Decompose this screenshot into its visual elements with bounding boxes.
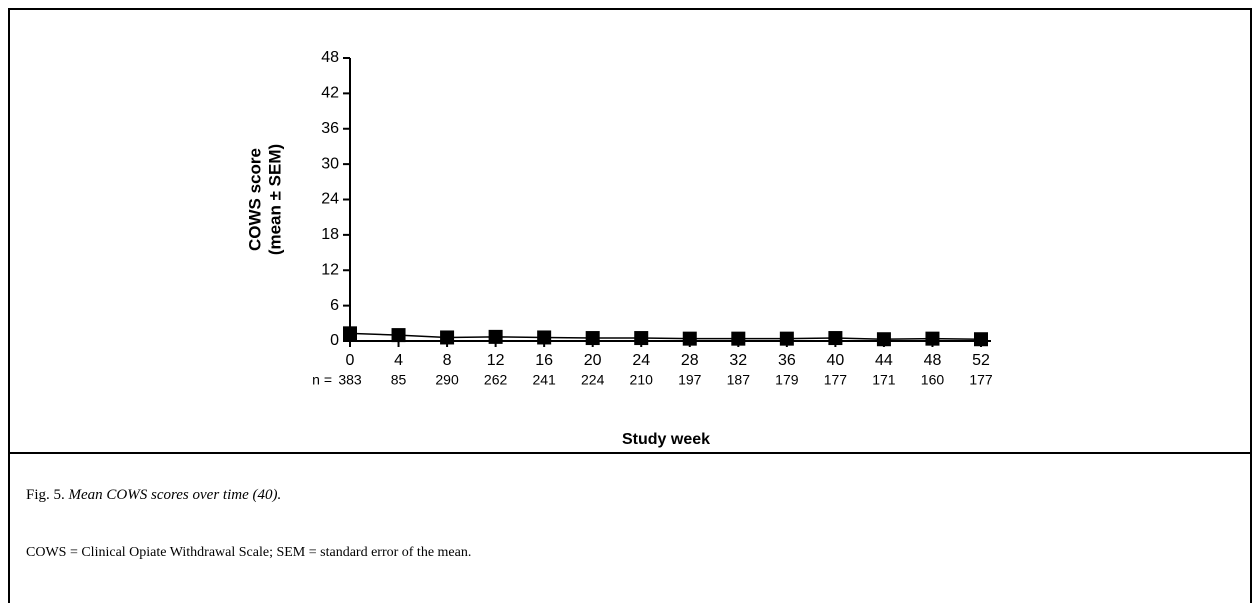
x-tick-label: 48 — [924, 352, 942, 369]
caption-title: Mean COWS scores over time (40). — [68, 487, 282, 503]
n-value: 187 — [727, 372, 751, 388]
marker — [488, 329, 503, 344]
y-axis-label: COWS score — [245, 148, 264, 251]
n-value: 210 — [630, 372, 654, 388]
y-axis-label: (mean ± SEM) — [265, 144, 284, 255]
y-tick-label: 36 — [321, 120, 339, 137]
x-tick-label: 12 — [487, 352, 505, 369]
x-tick-label: 20 — [584, 352, 602, 369]
n-value: 383 — [338, 372, 362, 388]
y-tick-label: 24 — [321, 191, 339, 208]
n-value: 179 — [775, 372, 799, 388]
marker — [634, 331, 649, 346]
x-tick-label: 44 — [875, 352, 893, 369]
marker — [440, 330, 455, 345]
n-value: 241 — [532, 372, 556, 388]
n-value: 85 — [391, 372, 407, 388]
marker — [974, 332, 988, 347]
marker — [925, 331, 940, 346]
x-tick-label: 28 — [681, 352, 699, 369]
n-label: n = — [312, 372, 332, 388]
x-tick-label: 40 — [826, 352, 844, 369]
x-tick-label: 24 — [632, 352, 650, 369]
series-line — [349, 332, 982, 340]
n-value: 262 — [484, 372, 508, 388]
x-tick-label: 36 — [778, 352, 796, 369]
marker — [876, 332, 891, 347]
n-value: 224 — [581, 372, 605, 388]
n-value: 171 — [872, 372, 896, 388]
x-tick-label: 4 — [394, 352, 403, 369]
y-tick-label: 30 — [321, 155, 339, 172]
n-value: 197 — [678, 372, 702, 388]
marker — [343, 326, 357, 341]
marker — [731, 331, 746, 346]
x-tick-label: 0 — [346, 352, 355, 369]
x-tick-label: 52 — [972, 352, 990, 369]
marker — [828, 331, 843, 346]
marker — [537, 330, 552, 345]
caption: Fig. 5. Mean COWS scores over time (40). — [26, 487, 281, 504]
n-value: 177 — [824, 372, 848, 388]
y-tick-label: 0 — [330, 332, 339, 349]
n-value: 290 — [435, 372, 459, 388]
x-tick-label: 16 — [535, 352, 553, 369]
marker — [779, 331, 794, 346]
footnote: COWS = Clinical Opiate Withdrawal Scale;… — [26, 545, 472, 560]
x-tick-label: 32 — [729, 352, 747, 369]
marker — [585, 331, 600, 346]
caption-label: Fig. 5. — [26, 487, 65, 503]
y-tick-label: 6 — [330, 297, 339, 314]
marker — [682, 331, 697, 346]
y-tick-label: 12 — [321, 261, 339, 278]
n-value: 160 — [921, 372, 945, 388]
marker — [391, 328, 406, 343]
x-tick-label: 8 — [443, 352, 452, 369]
y-tick-label: 48 — [321, 49, 339, 66]
figure-frame — [8, 8, 1252, 603]
y-tick-label: 18 — [321, 226, 339, 243]
x-axis-label: Study week — [622, 431, 710, 448]
n-value: 177 — [969, 372, 993, 388]
y-tick-label: 42 — [321, 85, 339, 102]
